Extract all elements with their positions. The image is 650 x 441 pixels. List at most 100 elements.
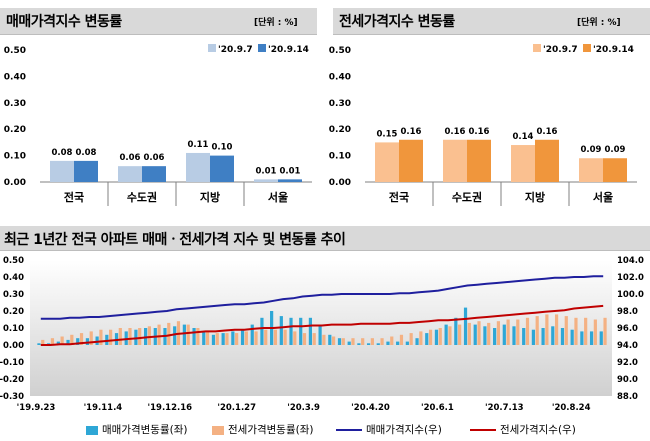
trend-jeonse-change-bar [283, 329, 287, 345]
trend-sale-change-bar [502, 324, 506, 345]
sale-data-label: 0.10 [212, 143, 233, 153]
trend-sale-change-bar [376, 343, 380, 345]
trend-jeonse-change-bar [603, 317, 607, 345]
trend-right-ytick-label: 90.0 [617, 375, 638, 385]
trend-jeonse-change-bar [545, 314, 549, 345]
trend-jeonse-change-bar [516, 319, 520, 345]
sale-bar [254, 179, 278, 182]
jeonse-bar [375, 142, 399, 182]
trend-sale-change-bar [386, 341, 390, 345]
trend-sale-change-bar [231, 331, 235, 345]
trend-jeonse-change-bar [138, 328, 142, 345]
jeonse-bar [535, 139, 559, 182]
sale-data-label: 0.01 [280, 166, 301, 176]
sale-bar [186, 152, 210, 182]
trend-jeonse-change-bar [525, 317, 530, 345]
trend-jeonse-change-bar [109, 329, 113, 345]
legend-swatch-sale-index [336, 429, 362, 431]
trend-jeonse-change-bar [302, 333, 307, 345]
trend-sale-change-bar [299, 317, 303, 345]
trend-jeonse-change-bar [254, 331, 258, 345]
sale-data-label: 0.06 [144, 153, 165, 163]
trend-sale-change-bar [211, 334, 216, 345]
sale-category-label: 서울 [268, 190, 288, 204]
jeonse-data-label: 0.16 [445, 127, 466, 137]
trend-sale-change-bar [366, 343, 371, 345]
trend-sale-change-bar [192, 328, 196, 345]
trend-sale-change-bar [473, 324, 477, 345]
trend-jeonse-change-bar [157, 324, 161, 345]
sale-legend-label: '20.9.7 [218, 45, 253, 55]
trend-right-ytick-label: 98.0 [617, 307, 638, 317]
trend-sale-change-bar [318, 326, 322, 345]
trend-sale-change-bar [105, 334, 109, 345]
trend-jeonse-change-bar [167, 322, 171, 345]
jeonse-panel-unit: [단위 : %] [577, 18, 621, 28]
trend-sale-change-bar [531, 329, 535, 345]
trend-sale-change-bar [560, 328, 565, 345]
trend-jeonse-change-bar [535, 316, 539, 345]
trend-jeonse-change-bar [380, 338, 384, 345]
trend-left-ytick-label: 0.10 [3, 324, 24, 334]
sale-category-label: 전국 [64, 190, 84, 204]
trend-sale-change-bar [337, 338, 342, 345]
jeonse-legend-swatch [583, 44, 591, 52]
trend-left-ytick-label: 0.40 [3, 273, 24, 283]
trend-sale-change-bar [434, 329, 439, 345]
trend-right-ytick-label: 88.0 [617, 392, 638, 402]
trend-sale-change-bar [260, 317, 264, 345]
legend-label-sale-change: 매매가격변동률(좌) [102, 424, 188, 436]
sale-ytick-label: 0.40 [4, 72, 26, 82]
trend-jeonse-change-bar [89, 331, 93, 345]
trend-jeonse-change-bar [477, 321, 481, 345]
trend-xtick-label: '20.3.9 [287, 403, 320, 413]
legend-swatch-jeonse-change [212, 425, 224, 435]
trend-left-ytick-label: 0.00 [3, 341, 24, 351]
trend-sale-change-bar [347, 341, 351, 345]
sale-data-label: 0.08 [52, 148, 73, 158]
sale-ytick-label: 0.10 [4, 152, 26, 162]
sale-panel-title: 매매가격지수 변동률 [6, 14, 122, 30]
sale-bar [50, 160, 74, 182]
trend-jeonse-change-bar [370, 338, 374, 345]
sale-legend-label: '20.9.14 [268, 45, 309, 55]
sale-ytick-label: 0.00 [4, 178, 26, 188]
trend-panel-title: 최근 1년간 전국 아파트 매매ㆍ전세가격 지수 및 변동률 추이 [4, 232, 346, 248]
jeonse-bar [467, 139, 491, 182]
legend-item-sale-change: 매매가격변동률(좌) [86, 422, 187, 437]
trend-sale-change-bar [405, 341, 409, 345]
trend-sale-change-bar [483, 326, 487, 345]
legend-label-jeonse-index: 전세가격지수(우) [500, 424, 576, 436]
jeonse-legend-label: '20.9.7 [543, 45, 578, 55]
legend-item-jeonse-change: 전세가격변동률(좌) [212, 422, 313, 437]
jeonse-panel-title: 전세가격지수 변동률 [339, 14, 455, 30]
trend-jeonse-change-bar [273, 329, 278, 345]
jeonse-category-label: 지방 [525, 190, 545, 204]
trend-left-ytick-label: -0.20 [0, 375, 24, 385]
sale-data-label: 0.06 [120, 153, 141, 163]
jeonse-bar [511, 145, 535, 182]
trend-sale-change-bar [415, 338, 419, 345]
legend-label-sale-index: 매매가격지수(우) [366, 424, 442, 436]
trend-sale-change-bar [76, 338, 80, 345]
sale-bar [210, 155, 234, 182]
trend-left-ytick-label: 0.30 [3, 290, 24, 300]
trend-sale-change-bar [493, 328, 497, 345]
jeonse-ytick-label: 0.10 [329, 152, 351, 162]
trend-jeonse-change-bar [564, 316, 568, 345]
trend-right-ytick-label: 102.0 [617, 273, 644, 283]
trend-right-ytick-label: 94.0 [617, 341, 638, 351]
jeonse-legend-label: '20.9.14 [593, 45, 634, 55]
trend-jeonse-change-bar [70, 334, 74, 345]
trend-jeonse-change-bar [60, 336, 64, 345]
trend-sale-change-bar [202, 331, 206, 345]
trend-sale-change-bar [221, 333, 225, 345]
trend-jeonse-change-bar [205, 331, 210, 345]
trend-sale-change-bar [570, 329, 574, 345]
trend-jeonse-change-bar [593, 319, 597, 345]
trend-jeonse-change-bar [147, 326, 151, 345]
jeonse-data-label: 0.14 [513, 132, 534, 142]
jeonse-category-label: 수도권 [452, 191, 482, 204]
trend-jeonse-change-bar [361, 338, 365, 345]
